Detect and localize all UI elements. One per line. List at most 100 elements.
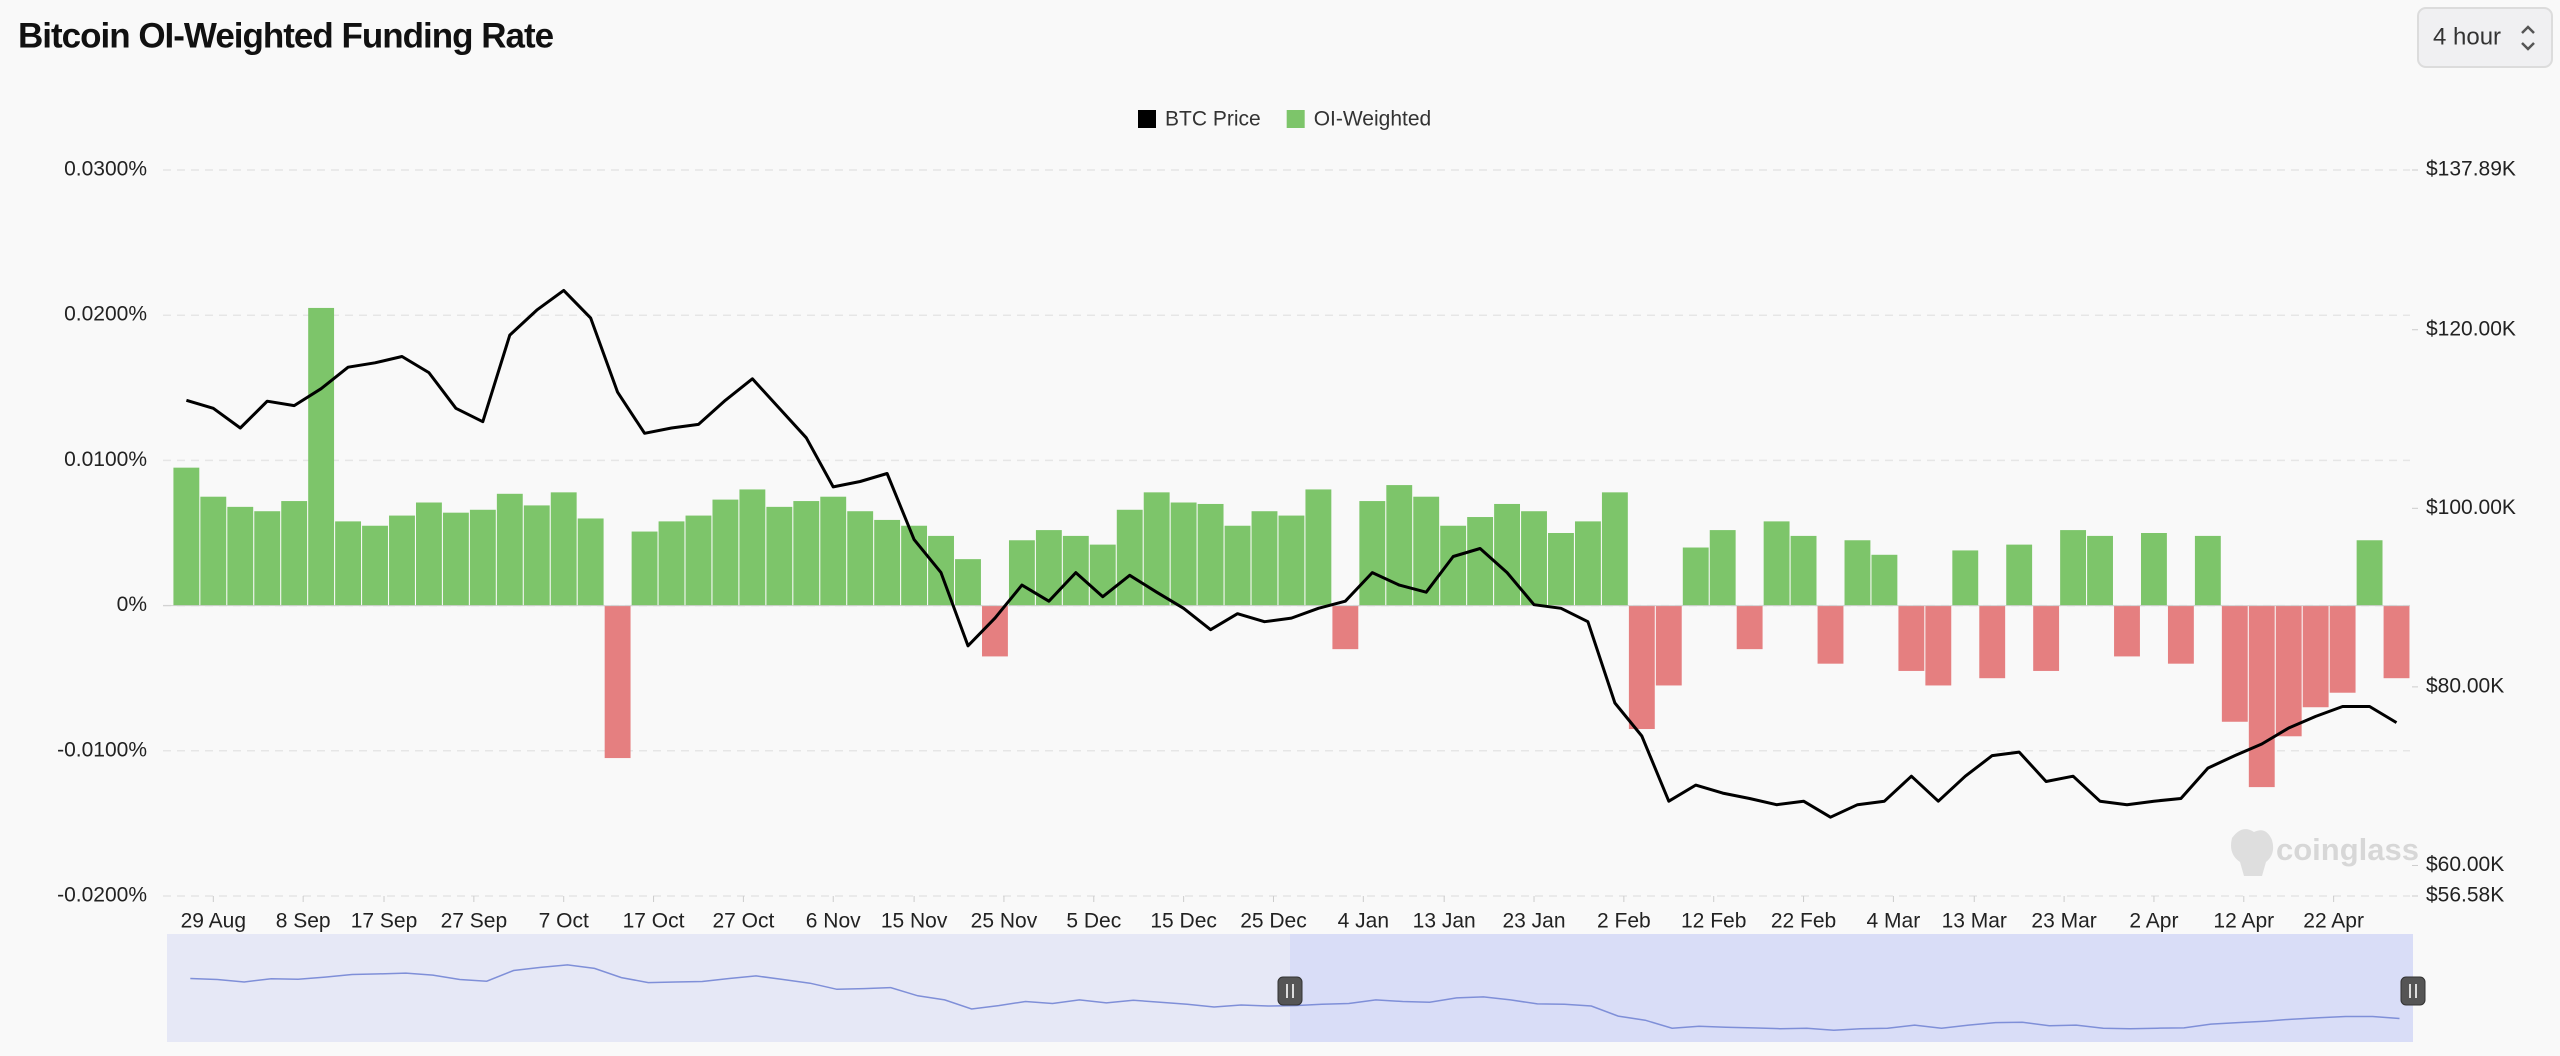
- navigator-handle[interactable]: [2400, 976, 2426, 1006]
- y2-tick-label: $80.00K: [2426, 674, 2504, 697]
- y2-tick-label: $56.58K: [2426, 884, 2504, 907]
- y2-tick-label: $120.00K: [2426, 317, 2516, 340]
- x-tick-label: 2 Feb: [1597, 910, 1651, 933]
- funding-bar: [1143, 492, 1170, 606]
- funding-bar: [2114, 605, 2140, 657]
- y2-tick-label: $60.00K: [2426, 853, 2504, 876]
- navigator[interactable]: [167, 934, 2426, 1042]
- funding-bar: [2167, 605, 2194, 664]
- interval-dropdown[interactable]: 4 hour: [2417, 7, 2553, 68]
- funding-bar: [1790, 535, 1817, 606]
- funding-bar: [631, 531, 658, 606]
- funding-bar: [2248, 605, 2275, 788]
- x-tick-label: 22 Apr: [2303, 910, 2364, 933]
- funding-bar: [442, 512, 469, 606]
- x-tick-label: 29 Aug: [181, 910, 246, 933]
- funding-bar: [1224, 525, 1251, 606]
- x-tick-label: 4 Mar: [1867, 910, 1921, 933]
- funding-bar: [1601, 492, 1628, 606]
- funding-bar: [254, 511, 281, 606]
- funding-bar: [820, 496, 847, 606]
- navigator-selection[interactable]: [1290, 934, 2413, 1042]
- funding-bar: [308, 307, 335, 606]
- watermark-text: coinglass: [2276, 832, 2419, 867]
- navigator-handle[interactable]: [1277, 976, 1303, 1006]
- funding-bar: [2302, 605, 2329, 708]
- funding-bar: [2275, 605, 2302, 737]
- funding-bar: [658, 521, 685, 606]
- funding-bar: [2033, 605, 2060, 671]
- funding-bar: [1197, 503, 1224, 606]
- funding-bar: [1898, 605, 1925, 671]
- funding-bar: [685, 515, 712, 606]
- funding-bar: [1763, 521, 1790, 606]
- funding-bar: [604, 605, 631, 759]
- funding-bar: [2329, 605, 2356, 693]
- funding-bar: [712, 499, 739, 606]
- funding-bar: [523, 505, 550, 606]
- funding-bar: [1305, 489, 1332, 606]
- y2-tick-label: $100.00K: [2426, 496, 2516, 519]
- funding-bar: [2141, 533, 2167, 606]
- funding-bar: [2383, 605, 2410, 679]
- x-tick-label: 2 Apr: [2129, 910, 2178, 933]
- funding-bar: [1574, 521, 1601, 606]
- legend-label: OI-Weighted: [1314, 108, 1432, 131]
- legend-label: BTC Price: [1165, 108, 1261, 131]
- x-tick-label: 17 Oct: [623, 910, 685, 933]
- navigator-handle-grip: [2409, 984, 2417, 998]
- funding-bar: [1170, 502, 1197, 606]
- x-tick-label: 12 Apr: [2213, 910, 2274, 933]
- x-tick-label: 15 Dec: [1150, 910, 1217, 933]
- x-tick-label: 6 Nov: [806, 910, 861, 933]
- x-tick-label: 5 Dec: [1066, 910, 1121, 933]
- funding-bar: [1359, 501, 1386, 606]
- funding-bar: [1979, 605, 2006, 679]
- funding-bar: [173, 467, 200, 606]
- funding-bar: [847, 511, 874, 606]
- x-tick-label: 27 Oct: [712, 910, 774, 933]
- x-tick-label: 13 Mar: [1942, 910, 2007, 933]
- y-tick-label: -0.0100%: [57, 738, 147, 761]
- x-tick-label: 12 Feb: [1681, 910, 1746, 933]
- funding-bar: [362, 525, 388, 606]
- plot-area: 0.0300% 0.0200% 0.0100% 0% -0.0100% -0.0200% $…: [57, 158, 2516, 933]
- legend: BTC Price OI-Weighted: [1138, 108, 1431, 131]
- dropdown-chevron: [2521, 25, 2535, 51]
- funding-bar: [200, 496, 227, 606]
- price-line: [185, 288, 2398, 819]
- funding-bar: [1628, 605, 1655, 730]
- x-tick-label: 22 Feb: [1771, 910, 1836, 933]
- funding-bar: [1494, 503, 1521, 606]
- funding-bar: [2221, 605, 2248, 722]
- legend-swatch: [1286, 110, 1305, 128]
- y-tick-label: 0.0200%: [64, 303, 147, 326]
- funding-bar: [1062, 535, 1089, 606]
- y-tick-label: -0.0200%: [57, 884, 147, 907]
- funding-bar: [1871, 554, 1898, 606]
- x-tick-label: 15 Nov: [881, 910, 948, 933]
- funding-bar: [416, 502, 442, 606]
- funding-bar: [281, 501, 308, 606]
- funding-bar: [577, 518, 604, 606]
- funding-bar: [1521, 511, 1547, 606]
- funding-bar: [2060, 530, 2087, 606]
- funding-bar: [550, 492, 577, 606]
- funding-bar: [1682, 547, 1709, 606]
- funding-bar: [1278, 515, 1305, 606]
- funding-bar: [1116, 509, 1143, 606]
- funding-bar: [389, 515, 415, 606]
- dropdown-label[interactable]: 4 hour: [2433, 23, 2501, 50]
- funding-bar: [2006, 544, 2033, 606]
- y2-tick-label: $137.89K: [2426, 158, 2516, 181]
- funding-bar: [1655, 605, 1682, 686]
- y-tick-label: 0.0100%: [64, 448, 147, 471]
- y-tick-label: 0%: [117, 593, 147, 616]
- funding-bar: [2087, 535, 2113, 606]
- funding-bar: [469, 509, 496, 606]
- legend-swatch: [1138, 110, 1156, 128]
- funding-bar: [1413, 496, 1440, 606]
- dropdown-box[interactable]: [2417, 7, 2553, 68]
